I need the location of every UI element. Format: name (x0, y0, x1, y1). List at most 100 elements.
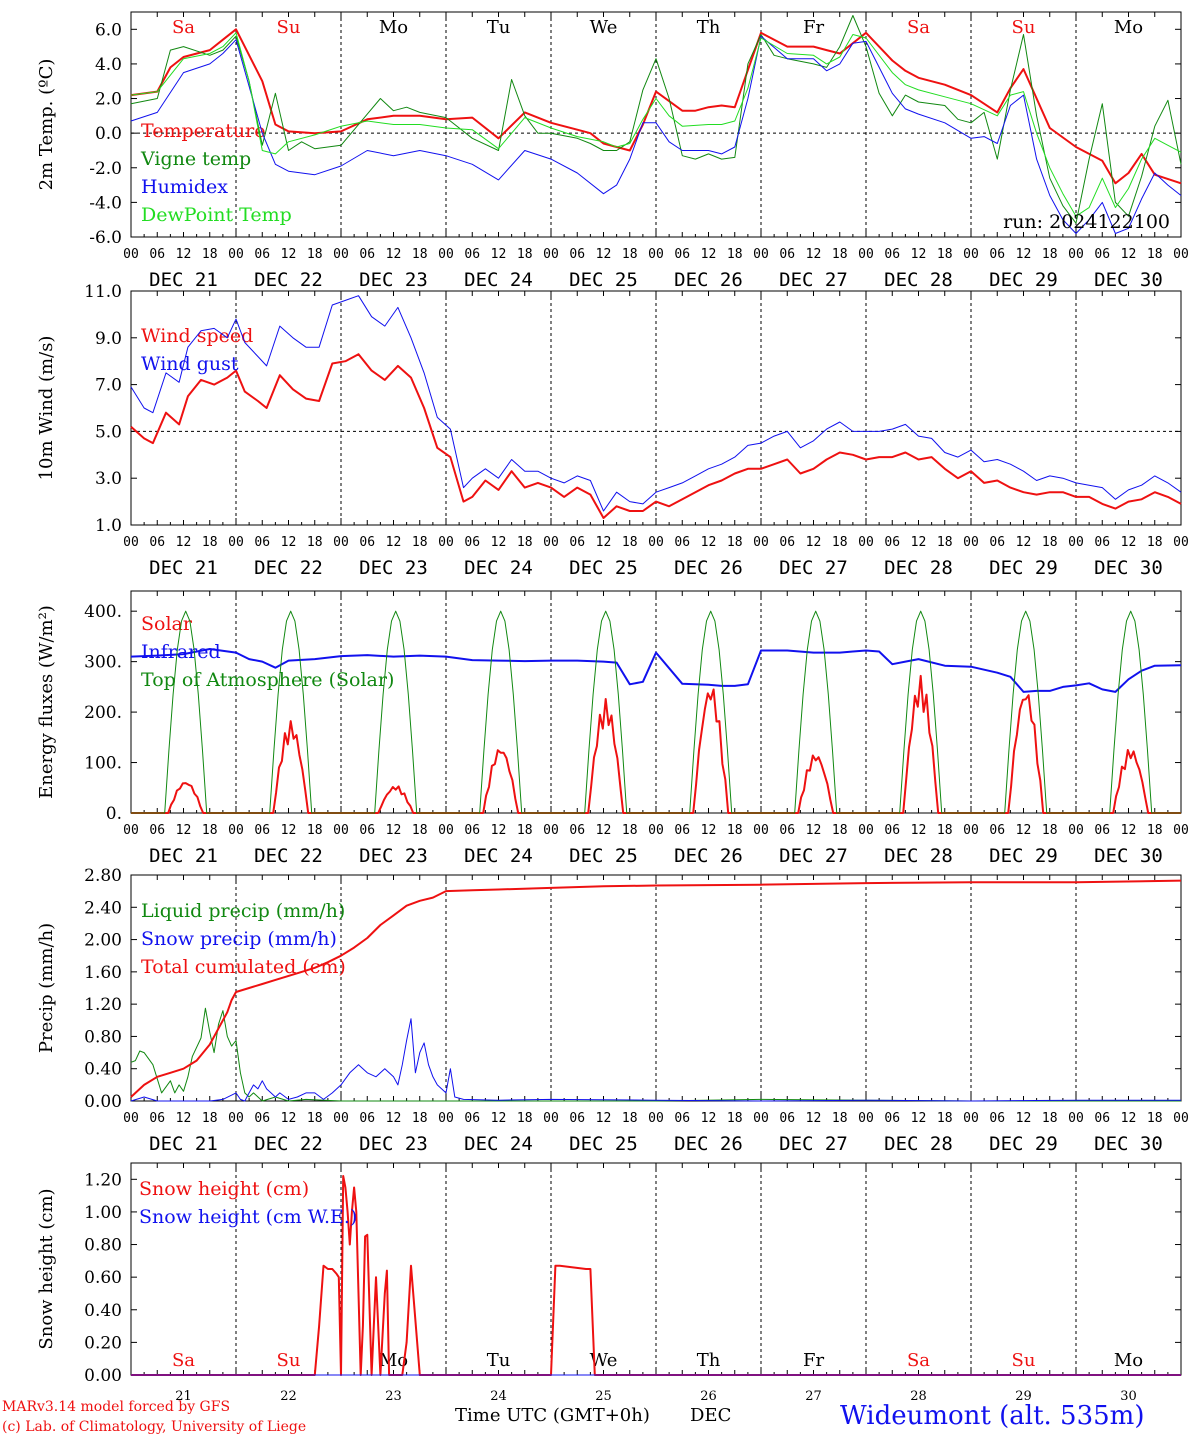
hour-tick-label: 00 (648, 1111, 664, 1126)
hour-tick-label: 00 (963, 247, 979, 262)
series-line-precip-1 (130, 1018, 1181, 1102)
hour-tick-label: 06 (674, 535, 690, 550)
hour-tick-label: 18 (517, 247, 533, 262)
hour-tick-label: 06 (569, 247, 585, 262)
hour-tick-label: 00 (438, 535, 454, 550)
hour-tick-label: 00 (858, 247, 874, 262)
legend-entry: Solar (141, 613, 193, 635)
hour-tick-label: 06 (1094, 823, 1110, 838)
hour-tick-label: 12 (701, 535, 717, 550)
hour-tick-label: 06 (989, 247, 1005, 262)
hour-tick-label: 12 (911, 1111, 927, 1126)
y-tick-label: -6.0 (89, 228, 122, 248)
hour-tick-label: 06 (989, 823, 1005, 838)
hour-tick-label: 00 (858, 823, 874, 838)
legend-entry: Snow precip (mm/h) (141, 928, 337, 950)
day-of-week: Mo (379, 17, 408, 38)
day-label: DEC 24 (464, 845, 533, 867)
hour-tick-label: 18 (517, 1111, 533, 1126)
day-of-week: Su (1012, 1350, 1036, 1371)
hour-tick-label: 00 (1068, 535, 1084, 550)
hour-tick-label: 00 (1068, 247, 1084, 262)
hour-tick-label: 12 (491, 535, 507, 550)
hour-tick-label: 06 (359, 1111, 375, 1126)
day-label: DEC 30 (1094, 557, 1163, 579)
day-label: DEC 23 (359, 845, 428, 867)
hour-tick-label: 18 (412, 823, 428, 838)
day-label: DEC 28 (884, 557, 953, 579)
hour-tick-label: 18 (307, 535, 323, 550)
day-of-week: Mo (1114, 1350, 1143, 1371)
y-tick-label: 0.00 (84, 1366, 122, 1386)
hour-tick-label: 18 (832, 823, 848, 838)
y-tick-label: 1.20 (84, 1170, 122, 1190)
hour-tick-label: 12 (386, 823, 402, 838)
day-label: DEC 29 (989, 845, 1058, 867)
day-label: DEC 30 (1094, 269, 1163, 291)
hour-tick-label: 12 (596, 1111, 612, 1126)
series-line-temperature-1 (130, 15, 1182, 224)
day-label: DEC 22 (254, 557, 323, 579)
hour-tick-label: 12 (806, 823, 822, 838)
hour-tick-label: 06 (1094, 535, 1110, 550)
day-label: DEC 22 (254, 1133, 323, 1155)
hour-tick-label: 06 (569, 535, 585, 550)
hour-tick-label: 18 (622, 247, 638, 262)
legend-entry: Liquid precip (mm/h) (141, 900, 345, 922)
hour-tick-label: 18 (202, 1111, 218, 1126)
y-tick-label: -2.0 (89, 159, 122, 179)
hour-tick-label: 00 (648, 535, 664, 550)
hour-tick-label: 12 (911, 247, 927, 262)
hour-tick-label: 06 (464, 1111, 480, 1126)
hour-tick-label: 18 (412, 1111, 428, 1126)
legend-entry: Snow height (cm W.E.) (139, 1206, 357, 1228)
hour-tick-label: 06 (1094, 1111, 1110, 1126)
day-label: DEC 23 (359, 557, 428, 579)
hour-tick-label: 18 (202, 535, 218, 550)
y-tick-label: 100. (84, 754, 122, 774)
hour-tick-label: 00 (123, 247, 139, 262)
series-line-energy-2 (131, 610, 1181, 814)
day-of-week: Sa (172, 17, 195, 38)
day-label: DEC 26 (674, 269, 743, 291)
hour-tick-label: 12 (281, 823, 297, 838)
day-of-week: We (590, 17, 618, 38)
hour-tick-label: 12 (491, 823, 507, 838)
hour-tick-label: 06 (149, 1111, 165, 1126)
hour-tick-label: 18 (937, 247, 953, 262)
hour-tick-label: 00 (858, 1111, 874, 1126)
y-tick-label: 0.00 (84, 1092, 122, 1112)
hour-tick-label: 12 (1016, 247, 1032, 262)
hour-tick-label: 18 (1147, 535, 1163, 550)
hour-tick-label: 18 (1042, 247, 1058, 262)
day-label: DEC 28 (884, 269, 953, 291)
day-of-week: Fr (803, 1350, 824, 1371)
day-label: DEC 30 (1094, 845, 1163, 867)
hour-tick-label: 12 (176, 1111, 192, 1126)
hour-tick-label: 00 (963, 535, 979, 550)
legend-entry: Total cumulated (cm) (141, 956, 346, 978)
hour-tick-label: 18 (727, 247, 743, 262)
hour-tick-label: 06 (254, 823, 270, 838)
hour-tick-label: 18 (1147, 1111, 1163, 1126)
day-of-week: Mo (379, 1350, 408, 1371)
day-of-week: Sa (907, 17, 930, 38)
series-line-temperature-2 (130, 35, 1182, 234)
legend-entry: Vigne temp (140, 148, 251, 170)
hour-tick-label: 18 (412, 247, 428, 262)
hour-tick-label: 06 (464, 823, 480, 838)
hour-tick-label: 06 (254, 247, 270, 262)
hour-tick-label: 06 (884, 247, 900, 262)
model-credit: MARv3.14 model forced by GFS (2, 1399, 231, 1415)
hour-tick-label: 12 (176, 247, 192, 262)
hour-tick-label: 00 (753, 535, 769, 550)
hour-tick-label: 06 (359, 247, 375, 262)
day-of-week: Sa (172, 1350, 195, 1371)
hour-tick-label: 06 (884, 1111, 900, 1126)
hour-tick-label: 06 (464, 247, 480, 262)
y-tick-label: 1.0 (95, 516, 122, 536)
hour-tick-label: 18 (937, 535, 953, 550)
hour-tick-label: 06 (989, 1111, 1005, 1126)
y-tick-label: 0.40 (84, 1301, 122, 1321)
legend-entry: Temperature (141, 120, 265, 142)
